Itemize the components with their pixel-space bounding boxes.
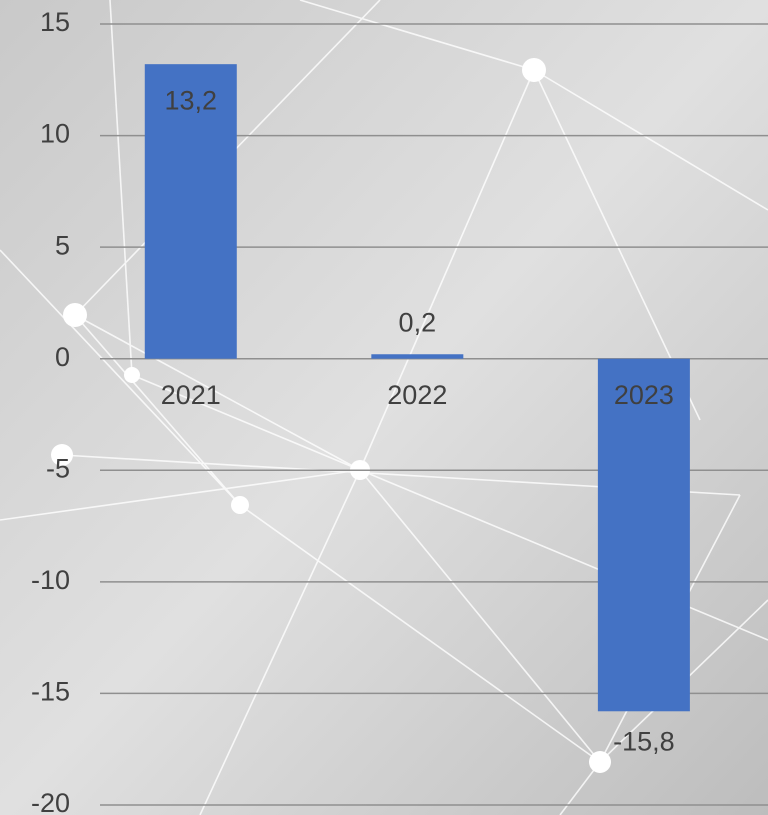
y-tick-label: 5: [55, 230, 70, 260]
x-tick-label: 2021: [161, 380, 221, 410]
value-label: 0,2: [399, 307, 437, 337]
y-tick-label: 15: [40, 7, 70, 37]
y-tick-label: -5: [46, 453, 70, 483]
y-tick-label: 10: [40, 119, 70, 149]
x-tick-label: 2022: [387, 380, 447, 410]
value-label: -15,8: [613, 726, 675, 756]
bar: [371, 354, 464, 359]
y-tick-label: -15: [31, 677, 70, 707]
bar: [144, 64, 237, 359]
y-tick-label: 0: [55, 342, 70, 372]
value-label: 13,2: [164, 85, 217, 115]
bar: [597, 358, 690, 712]
y-tick-label: -20: [31, 788, 70, 815]
x-tick-label: 2023: [614, 380, 674, 410]
y-tick-label: -10: [31, 565, 70, 595]
